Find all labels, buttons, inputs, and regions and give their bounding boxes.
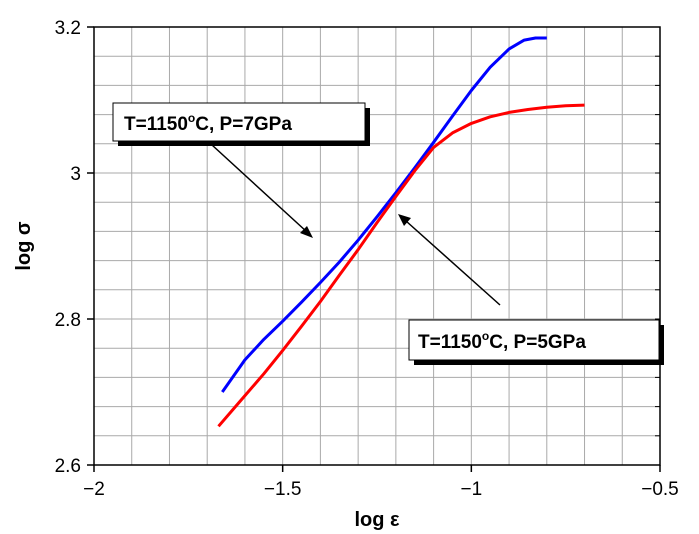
annotation-5gpa-arrow (405, 220, 501, 306)
annotation-7gpa-label: T=1150oC, P=7GPa (124, 111, 292, 135)
y-axis-title: log σ (13, 221, 35, 271)
annotation-5gpa-label: T=1150oC, P=5GPa (418, 329, 586, 353)
x-tick-label: −1 (460, 479, 482, 500)
x-tick-label: −1.5 (264, 479, 302, 500)
series-line-1 (221, 36, 547, 393)
annotation-5gpa-arrowhead (398, 214, 411, 226)
annotation-7gpa-arrow (211, 144, 308, 233)
annotation-5gpa: T=1150oC, P=5GPa (398, 214, 664, 365)
x-tick-label: −0.5 (641, 479, 679, 500)
axis-ticks: −2 −1.5 −1 −0.5 2.6 2.8 3 3.2 (55, 18, 679, 500)
x-axis-title: log ε (354, 509, 400, 531)
annotation-7gpa: T=1150oC, P=7GPa (112, 102, 370, 238)
series-line-2 (217, 103, 585, 428)
annotation-7gpa-box (112, 102, 366, 142)
x-tick-label: −2 (83, 479, 105, 500)
y-tick-label: 2.6 (55, 456, 81, 477)
plot-frame (93, 26, 661, 466)
grid (94, 27, 660, 465)
series-lines (217, 36, 585, 428)
annotation-7gpa-arrowhead (300, 226, 313, 238)
y-tick-label: 3 (70, 164, 81, 185)
y-tick-label: 3.2 (55, 18, 81, 39)
y-tick-label: 2.8 (55, 310, 81, 331)
annotation-5gpa-box (408, 319, 660, 361)
